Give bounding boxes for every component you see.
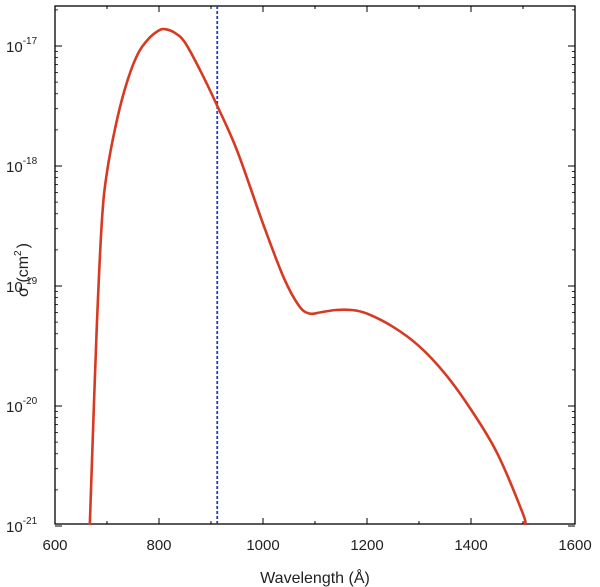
series-group [88,27,527,526]
y-axis-label-sup: 2 [13,250,24,256]
x-ticks [54,6,576,524]
y-ticks [55,9,575,527]
y-tick-label-0: 10-21 [6,516,38,536]
x-tick-labels: 600 800 1000 1200 1400 1600 [42,537,591,554]
plot-frame [54,5,576,525]
series-line-0 [88,27,527,526]
y-tick-label-exponent-1: -20 [23,396,38,407]
y-tick-label-exponent-2: -19 [23,276,38,287]
y-tick-label-exponent-3: -18 [23,156,38,167]
y-tick-label-base-2: 10 [6,279,23,296]
x-tick-label-1400: 1400 [454,537,487,554]
y-tick-label-base-3: 10 [6,159,23,176]
x-tick-label-1600: 1600 [558,537,591,554]
x-tick-label-1000: 1000 [246,537,279,554]
y-tick-label-base-4: 10 [6,39,23,56]
y-tick-label-base-0: 10 [6,519,23,536]
y-axis-label-close: ) [15,243,32,248]
x-axis-label: Wavelength (Å) [260,568,370,587]
y-tick-label-2: 10-19 [6,276,38,296]
x-tick-label-600: 600 [42,537,67,554]
y-tick-label-exponent-4: -17 [23,36,38,47]
y-tick-label-1: 10-20 [6,396,38,416]
x-tick-label-1200: 1200 [350,537,383,554]
y-axis-label-main: σ (cm [15,256,32,297]
y-tick-label-exponent-0: -21 [23,516,38,527]
y-axis-label: σ (cm2) [13,243,32,297]
y-tick-label-3: 10-18 [6,156,38,176]
y-tick-label-4: 10-17 [6,36,38,56]
x-tick-label-800: 800 [146,537,171,554]
y-tick-label-base-1: 10 [6,399,23,416]
